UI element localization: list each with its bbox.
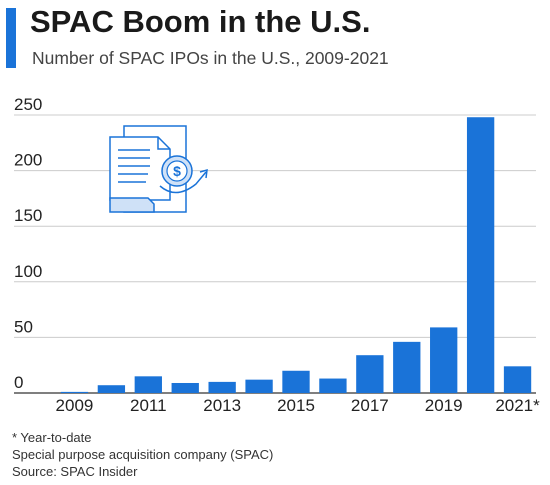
y-tick-label: 100 bbox=[14, 262, 42, 281]
x-tick-label: 2015 bbox=[277, 396, 315, 415]
y-tick-label: 150 bbox=[14, 206, 42, 225]
bar-2017 bbox=[356, 355, 384, 393]
footnote: * Year-to-date bbox=[12, 430, 92, 445]
definition-note: Special purpose acquisition company (SPA… bbox=[12, 447, 274, 462]
x-tick-label: 2013 bbox=[203, 396, 241, 415]
y-tick-label: 0 bbox=[14, 373, 23, 392]
document-dollar-icon: $ bbox=[109, 125, 208, 213]
x-tick-label: 2009 bbox=[56, 396, 94, 415]
bar-2016 bbox=[319, 378, 347, 393]
x-tick-label: 2017 bbox=[351, 396, 389, 415]
x-tick-label: 2021* bbox=[495, 396, 540, 415]
y-axis-ticks: 0 50 100 150 200 250 bbox=[14, 95, 42, 392]
bar-2010 bbox=[97, 385, 126, 393]
title-accent-bar bbox=[6, 8, 16, 68]
y-tick-label: 250 bbox=[14, 95, 42, 114]
y-tick-label: 200 bbox=[14, 151, 42, 170]
x-tick-label: 2019 bbox=[425, 396, 463, 415]
bars bbox=[60, 117, 532, 393]
bar-2018 bbox=[393, 341, 421, 393]
source-note: Source: SPAC Insider bbox=[12, 464, 138, 479]
bar-2020 bbox=[466, 117, 495, 393]
grid-lines bbox=[14, 114, 536, 394]
chart-title: SPAC Boom in the U.S. bbox=[30, 4, 371, 39]
bar-2013 bbox=[208, 381, 236, 393]
bar-2011 bbox=[134, 376, 162, 393]
svg-text:$: $ bbox=[173, 163, 181, 179]
y-tick-label: 50 bbox=[14, 317, 33, 336]
bar-2015 bbox=[282, 370, 310, 393]
bar-2012 bbox=[171, 382, 199, 393]
x-axis-ticks: 2009 2011 2013 2015 2017 2019 2021* bbox=[56, 396, 541, 415]
bar-2021 bbox=[503, 366, 532, 393]
chart-subtitle: Number of SPAC IPOs in the U.S., 2009-20… bbox=[32, 48, 389, 68]
bar-2019 bbox=[430, 327, 458, 393]
x-tick-label: 2011 bbox=[130, 396, 167, 415]
chart-notes: * Year-to-date Special purpose acquisiti… bbox=[12, 429, 273, 480]
bar-2009 bbox=[60, 391, 89, 393]
bar-2014 bbox=[245, 379, 273, 393]
